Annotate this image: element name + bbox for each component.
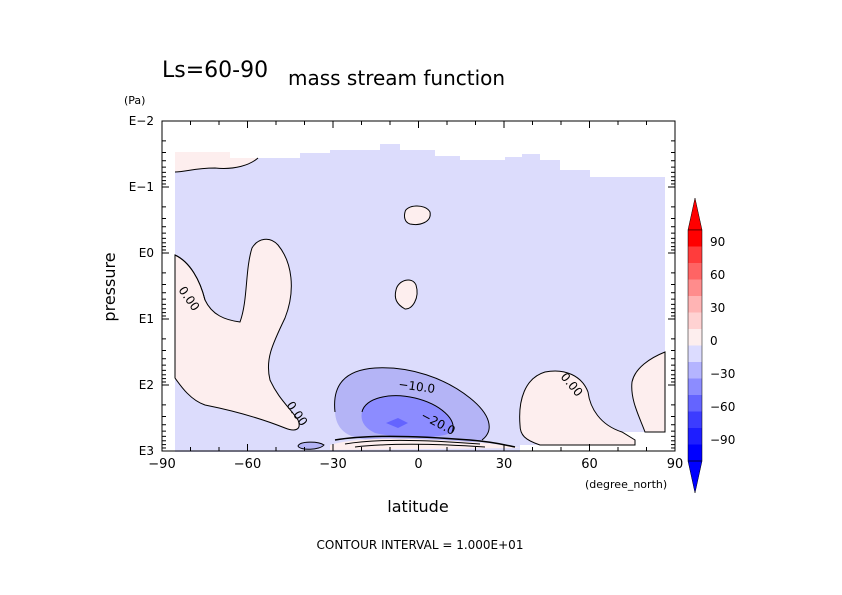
colorbar-swatch (688, 329, 702, 346)
colorbar-labels: 90 60 30 0 −30 −60 −90 (710, 235, 735, 447)
negative-core (386, 418, 408, 428)
colorbar-top-cap (687, 197, 703, 231)
positive-blob-upper (404, 205, 431, 225)
positive-region-farright (631, 351, 666, 433)
y-tick-label: E−1 (129, 180, 154, 194)
colorbar-swatch (688, 378, 702, 395)
axis-ticks (161, 120, 676, 452)
colorbar-label: 30 (710, 301, 725, 315)
contour-bottom-dense-3 (354, 443, 486, 448)
colorbar-swatch (688, 312, 702, 329)
colorbar-swatch (688, 444, 702, 461)
colorbar-swatch (688, 411, 702, 428)
contour-zero-left (174, 254, 206, 301)
x-axis-unit: (degree_north) (585, 478, 667, 491)
y-axis-label: pressure (100, 252, 119, 321)
positive-region-left (174, 238, 300, 431)
contour-minus20 (361, 395, 454, 433)
x-tick-label: −60 (234, 457, 261, 472)
y-tick-label: E2 (139, 378, 154, 392)
colorbar-bottom-cap (687, 460, 703, 494)
contour-zero-topleft (174, 157, 259, 173)
chart-title-main: mass stream function (288, 66, 505, 90)
colorbar-label: −60 (710, 400, 735, 414)
colorbar-swatch (688, 395, 702, 412)
colorbar-swatch (688, 345, 702, 362)
contour-label: −10.0 (398, 377, 436, 396)
contour-interval-text: CONTOUR INTERVAL = 1.000E+01 (317, 538, 524, 552)
colorbar-swatch (688, 263, 702, 280)
colorbar-label: 90 (710, 235, 725, 249)
x-axis-label: latitude (387, 497, 448, 516)
colorbar-frame (687, 229, 703, 462)
y-axis: E−2 E−1 E0 E1 E2 E3 (129, 114, 154, 458)
contour-minus10 (334, 367, 490, 441)
contour-bottom-dense-1 (334, 435, 516, 448)
colorbar-label: 60 (710, 268, 725, 282)
colorbar-swatch (688, 279, 702, 296)
y-tick-label: E−2 (129, 114, 154, 128)
positive-region-right (519, 370, 636, 446)
colorbar-swatch (688, 362, 702, 379)
x-tick-label: −30 (319, 457, 346, 472)
y-tick-label: E3 (139, 444, 154, 458)
x-tick-label: 0 (414, 457, 422, 472)
colorbar-swatch (688, 230, 702, 247)
chart-title-prefix: Ls=60-90 (162, 58, 268, 83)
positive-blob-mid (394, 279, 418, 310)
x-tick-label: −90 (148, 457, 175, 472)
colorbar-swatch (688, 296, 702, 313)
x-tick-label: 90 (667, 457, 684, 472)
colorbar-swatch (688, 246, 702, 263)
colorbar-label: 0 (710, 334, 718, 348)
colorbar-swatch (688, 428, 702, 445)
x-tick-label: 60 (581, 457, 598, 472)
y-tick-label: E0 (139, 246, 154, 260)
colorbar-label: −30 (710, 367, 735, 381)
colorbar (687, 197, 703, 494)
x-axis: −90 −60 −30 0 30 60 90 (148, 457, 683, 472)
plot-area (174, 144, 666, 452)
colorbar-label: −90 (710, 433, 735, 447)
y-axis-unit: (Pa) (124, 94, 145, 107)
x-tick-label: 30 (496, 457, 513, 472)
negative-region-strong (361, 395, 454, 438)
contour-bottom-dense-2 (344, 439, 481, 445)
y-tick-label: E1 (139, 312, 154, 326)
